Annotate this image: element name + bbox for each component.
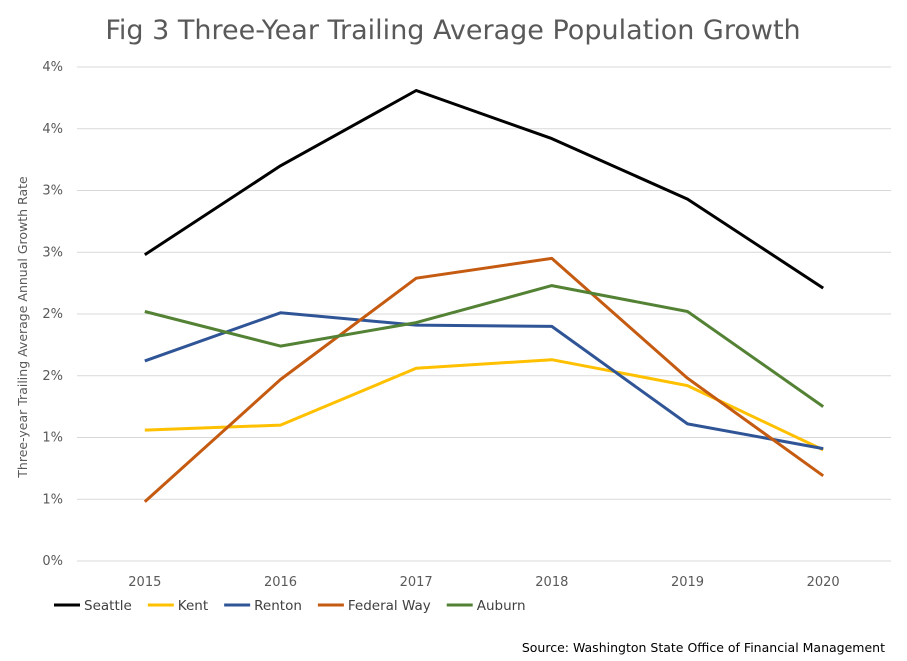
y-tick-label: 1% [42,492,63,507]
y-tick-label: 3% [42,184,63,199]
y-tick-label: 2% [42,369,63,384]
y-tick-label: 1% [42,431,63,446]
gridlines [77,66,891,562]
series-lines [143,89,825,503]
legend-label-seattle: Seattle [84,598,132,614]
legend-label-federal-way: Federal Way [348,598,431,614]
x-tick-label: 2018 [535,575,568,590]
y-tick-label: 3% [42,245,63,260]
series-line-auburn [144,284,825,408]
y-axis-label: Three-year Trailing Average Annual Growt… [15,176,30,479]
y-tick-label: 4% [42,60,63,75]
x-tick-label: 2016 [264,575,297,590]
series-line-renton [144,311,824,451]
y-tick-label: 2% [42,307,63,322]
y-axis-ticks: 0% 1% 1% 2% 2% 3% 3% 4% 4% [42,60,63,569]
x-tick-label: 2020 [807,575,840,590]
series-line-kent [144,358,824,452]
series-line-federal-way [143,256,825,503]
legend-label-renton: Renton [254,598,302,614]
chart-title: Fig 3 Three-Year Trailing Average Popula… [105,15,800,46]
y-tick-label: 4% [42,122,63,137]
x-tick-label: 2015 [128,575,161,590]
legend-label-kent: Kent [178,598,208,614]
x-axis-ticks: 2015 2016 2017 2018 2019 2020 [128,575,839,590]
legend-label-auburn: Auburn [477,598,526,614]
x-tick-label: 2017 [400,575,433,590]
y-tick-label: 0% [42,554,63,569]
legend: Seattle Kent Renton Federal Way Auburn [54,598,526,614]
series-line-seattle [143,89,825,290]
x-tick-label: 2019 [671,575,704,590]
source-note: Source: Washington State Office of Finan… [522,640,885,655]
